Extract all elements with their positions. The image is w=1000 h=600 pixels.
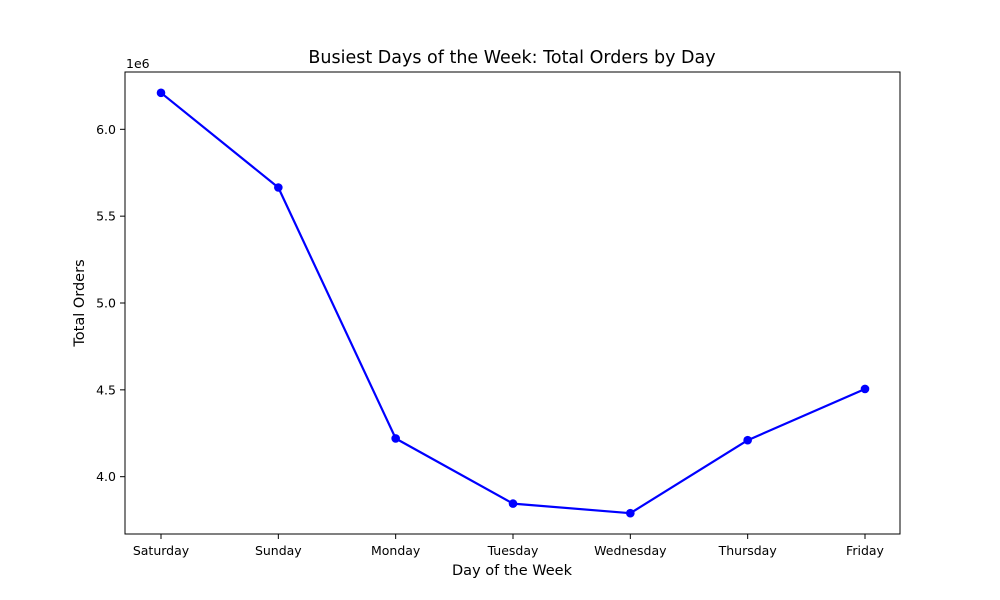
x-tick-label: Saturday [133,543,190,558]
x-tick-label: Wednesday [594,543,667,558]
y-tick-label: 5.5 [96,209,116,224]
y-tick-label: 6.0 [96,122,116,137]
x-tick-label: Monday [371,543,421,558]
series-line [160,91,866,515]
data-point [860,384,870,394]
x-tick-label: Friday [846,543,884,558]
y-axis-ticks: 4.0 4.5 5.0 5.5 6.0 [96,122,125,484]
x-axis-ticks: Saturday Sunday Monday Tuesday Wednesday Thur… [133,534,885,558]
x-tick-label: Tuesday [487,543,539,558]
x-tick-label: Sunday [255,543,302,558]
chart-title: Busiest Days of the Week: Total Orders b… [308,48,715,68]
data-point [391,434,400,443]
plot-area-frame [124,71,901,535]
x-tick-label: Thursday [718,543,778,558]
data-point [156,88,166,98]
data-point [626,508,635,518]
data-point [743,435,752,445]
y-axis-offset-label: 1e6 [126,56,150,71]
y-tick-label: 5.0 [96,296,116,311]
y-tick-label: 4.5 [96,382,116,397]
series-group [156,88,870,518]
x-axis-label: Day of the Week [452,563,573,579]
y-tick-label: 4.0 [96,469,116,484]
data-point [274,183,283,192]
y-axis-label: Total Orders [72,259,88,347]
data-point [508,499,518,508]
